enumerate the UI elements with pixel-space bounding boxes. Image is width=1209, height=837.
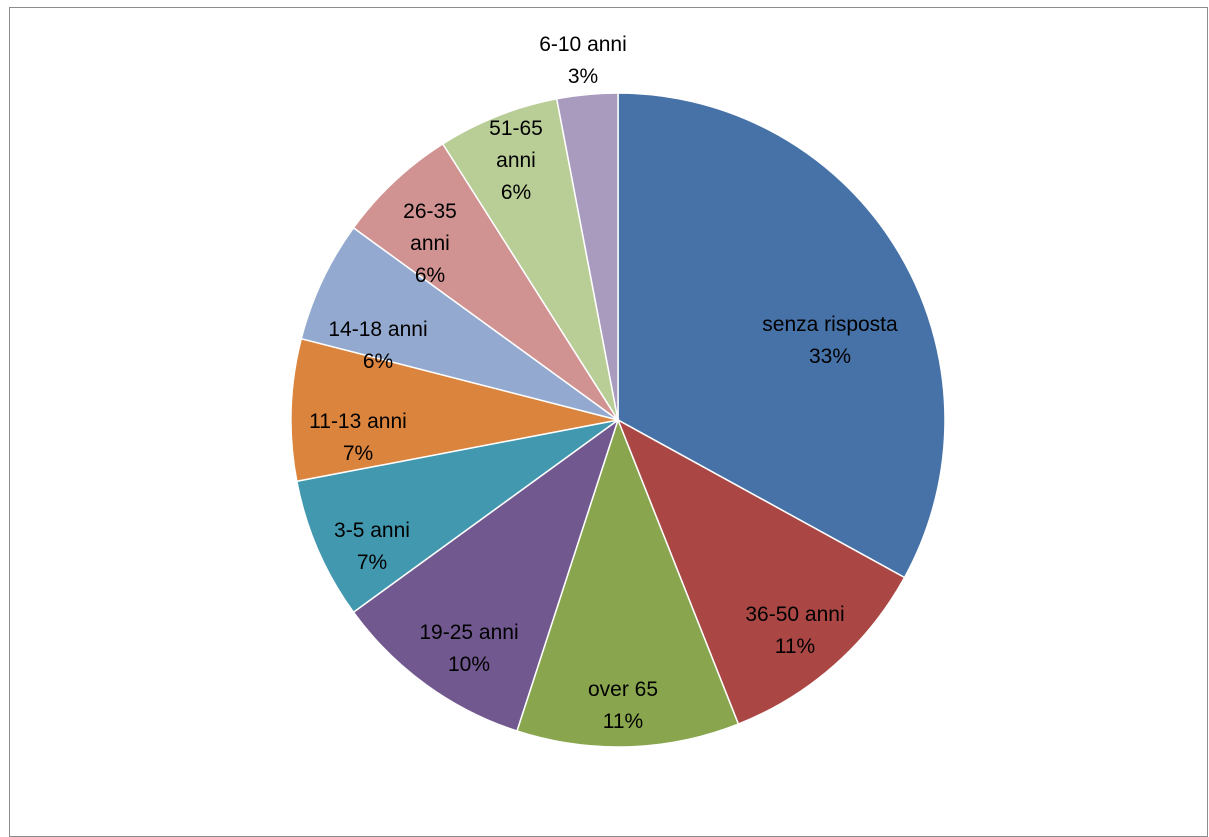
data-label-category: 26-35 bbox=[403, 200, 457, 223]
data-label-14-18-anni: 14-18 anni 6% bbox=[328, 318, 427, 373]
data-label-category: anni bbox=[496, 149, 536, 172]
data-label-6-10-anni: 6-10 anni 3% bbox=[539, 33, 627, 88]
data-label-51-65-anni: 51-65 anni 6% bbox=[489, 117, 543, 204]
data-label-36-50-anni: 36-50 anni 11% bbox=[745, 603, 844, 658]
pie-slice-over-65 bbox=[516, 417, 740, 748]
data-label-category: senza risposta bbox=[762, 313, 898, 336]
data-label-category: anni bbox=[410, 232, 450, 255]
data-label-value: 10% bbox=[448, 653, 490, 676]
data-label-value: 6% bbox=[363, 350, 393, 373]
pie-slice-6-10-anni bbox=[555, 92, 619, 421]
data-label-value: 11% bbox=[603, 710, 643, 733]
pie-slice-3-5-anni bbox=[295, 419, 619, 614]
data-label-over-65: over 65 11% bbox=[588, 678, 658, 733]
data-label-value: 33% bbox=[809, 345, 851, 368]
data-label-11-13-anni: 11-13 anni 7% bbox=[309, 410, 407, 465]
data-label-category: 19-25 anni bbox=[419, 621, 518, 644]
pie-slice-14-18-anni bbox=[300, 226, 619, 421]
data-label-value: 7% bbox=[343, 442, 373, 465]
data-label-value: 3% bbox=[568, 65, 598, 88]
labels-layer: senza risposta 33% 36-50 anni 11% over 65 11%… bbox=[309, 33, 898, 733]
pie-slice-51-65-anni bbox=[441, 97, 619, 421]
pie-slice-36-50-anni bbox=[616, 418, 906, 726]
data-label-19-25-anni: 19-25 anni 10% bbox=[419, 621, 518, 676]
data-label-category: 14-18 anni bbox=[328, 318, 427, 341]
data-label-category: 11-13 anni bbox=[309, 410, 407, 433]
pie-slice-senza-risposta bbox=[617, 92, 946, 579]
pie-slice-11-13-anni bbox=[290, 337, 619, 483]
pie-slice-26-35-anni bbox=[352, 142, 619, 421]
data-label-value: 7% bbox=[357, 551, 387, 574]
data-label-value: 6% bbox=[415, 264, 445, 287]
data-label-category: 3-5 anni bbox=[334, 519, 410, 542]
pie-slice-19-25-anni bbox=[352, 418, 620, 732]
data-label-26-35-anni: 26-35 anni 6% bbox=[403, 200, 457, 287]
data-label-value: 11% bbox=[775, 635, 815, 658]
data-label-value: 6% bbox=[501, 181, 531, 204]
data-label-category: 36-50 anni bbox=[745, 603, 844, 626]
data-label-category: 6-10 anni bbox=[539, 33, 627, 56]
data-label-3-5-anni: 3-5 anni 7% bbox=[334, 519, 410, 574]
data-label-category: over 65 bbox=[588, 678, 658, 701]
data-label-category: 51-65 bbox=[489, 117, 543, 140]
pie-chart: senza risposta 33% 36-50 anni 11% over 65 11%… bbox=[290, 33, 946, 748]
slices-layer bbox=[290, 92, 946, 748]
data-label-senza-risposta: senza risposta 33% bbox=[762, 313, 898, 368]
